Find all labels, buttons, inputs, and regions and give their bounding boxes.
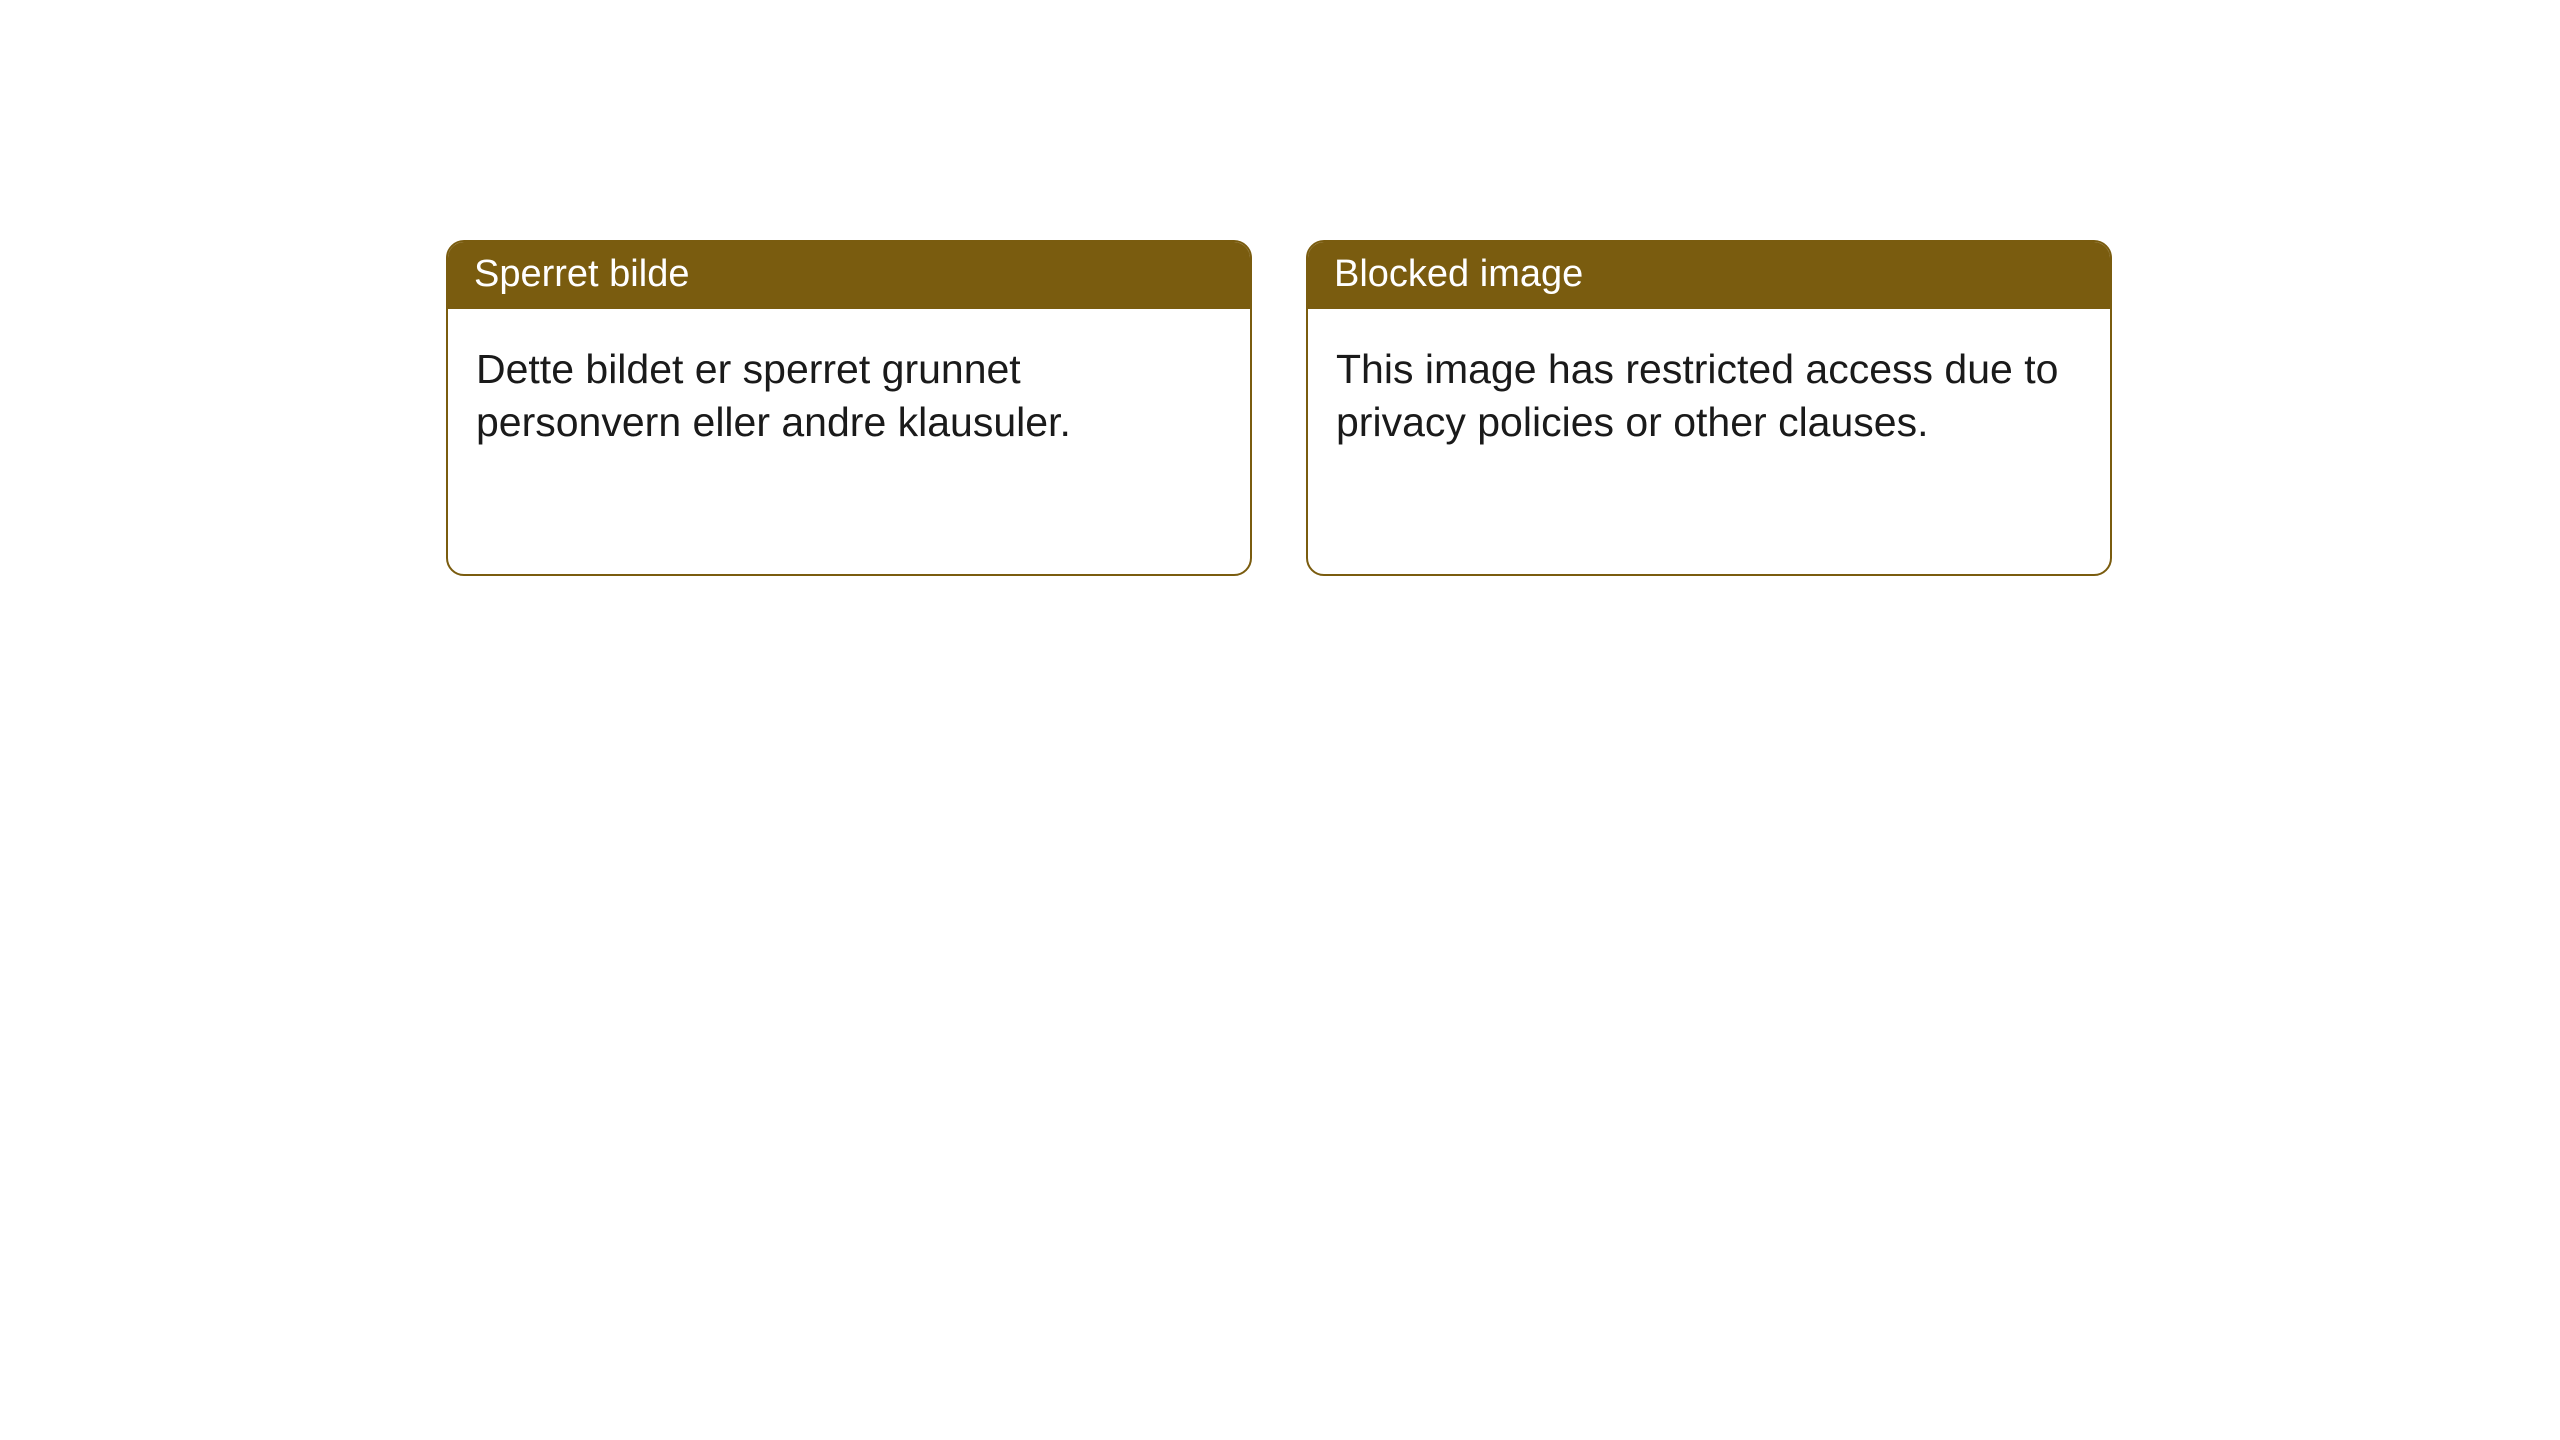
- notice-title: Sperret bilde: [474, 253, 689, 295]
- notice-header: Blocked image: [1308, 242, 2110, 309]
- notice-body-text: Dette bildet er sperret grunnet personve…: [476, 346, 1071, 444]
- notice-body-text: This image has restricted access due to …: [1336, 346, 2058, 444]
- notice-header: Sperret bilde: [448, 242, 1250, 309]
- notice-body: This image has restricted access due to …: [1308, 309, 2110, 482]
- notice-box-norwegian: Sperret bilde Dette bildet er sperret gr…: [446, 240, 1252, 576]
- notice-body: Dette bildet er sperret grunnet personve…: [448, 309, 1250, 482]
- notice-title: Blocked image: [1334, 253, 1583, 295]
- notice-container: Sperret bilde Dette bildet er sperret gr…: [446, 240, 2112, 576]
- notice-box-english: Blocked image This image has restricted …: [1306, 240, 2112, 576]
